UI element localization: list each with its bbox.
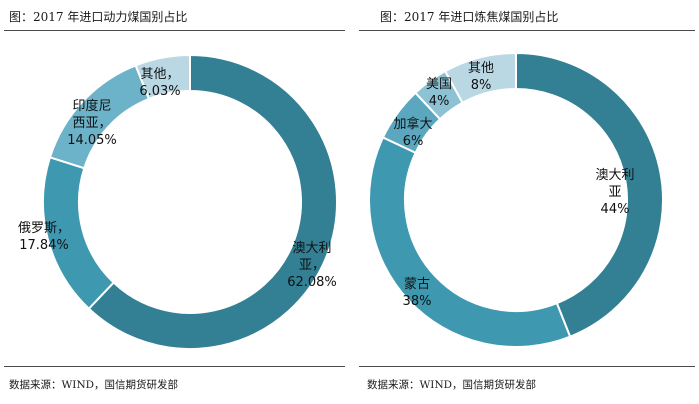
thermal-coal-chart-panel: 图：2017 年进口动力煤国别占比 澳大利亚， 62.08% 俄罗斯， 17.84% 印… (0, 0, 349, 404)
chart-title: 图：2017 年进口炼焦煤国别占比 (380, 10, 559, 24)
slice-label-line: 14.05% (67, 133, 117, 148)
slice-label-line: 美国 (426, 77, 452, 92)
slice-label-line: 6% (403, 134, 424, 149)
slice-label-line: 印度尼 (72, 98, 111, 114)
slice-label-line: 17.84% (19, 238, 69, 253)
slice-label-line: 44% (601, 202, 630, 217)
slice-label-line: 38% (403, 294, 432, 309)
source-divider (359, 366, 695, 367)
slice-label-2: 加拿大 6% (393, 116, 432, 149)
slice-label-2: 印度尼西亚， 14.05% (67, 98, 117, 148)
slice-label-line: 亚 (608, 185, 621, 200)
coking-coal-donut-chart: 澳大利亚 44% 蒙古 38% 加拿大 6% 美国 4% 其他 8% (368, 51, 664, 348)
slice-label-line: 其他 (468, 61, 494, 76)
donut-slice-4 (443, 51, 517, 105)
donut-slice-3 (134, 53, 191, 101)
slice-label-line: 4% (429, 94, 450, 109)
slice-label-line: 澳大利 (292, 240, 331, 256)
slice-label-line: 西亚， (72, 116, 111, 131)
slice-label-3: 美国 4% (426, 77, 452, 109)
donut-slice-0 (87, 53, 338, 350)
coking-coal-chart-panel: 图：2017 年进口炼焦煤国别占比 澳大利亚 44% 蒙古 38% 加拿大 6% 美国 4% 其… (355, 0, 699, 404)
thermal-coal-donut-chart: 澳大利亚， 62.08% 俄罗斯， 17.84% 印度尼西亚， 14.05% 其他， 6.03… (18, 53, 338, 350)
slice-label-line: 62.08% (287, 275, 337, 290)
slice-label-1: 蒙古 38% (403, 277, 432, 309)
slice-label-line: 其他， (140, 67, 179, 82)
slice-label-4: 其他 8% (468, 61, 494, 93)
chart-title: 图：2017 年进口动力煤国别占比 (9, 10, 188, 24)
slice-label-3: 其他， 6.03% (139, 67, 180, 99)
slice-label-0: 澳大利亚， 62.08% (287, 240, 337, 290)
slice-label-line: 蒙古 (404, 277, 430, 292)
slice-label-line: 加拿大 (393, 116, 432, 132)
slice-label-line: 8% (471, 78, 492, 93)
slice-label-line: 俄罗斯， (18, 221, 70, 236)
slice-label-line: 澳大利 (595, 167, 634, 183)
title-divider (359, 30, 695, 31)
source-note: 数据来源：WIND，国信期货研发部 (367, 379, 537, 391)
source-note: 数据来源：WIND，国信期货研发部 (9, 379, 179, 391)
slice-label-line: 6.03% (139, 84, 180, 99)
slice-label-0: 澳大利亚 44% (595, 167, 634, 217)
title-divider (4, 30, 345, 31)
slice-label-line: 亚， (299, 258, 325, 273)
donut-slice-1 (368, 136, 572, 348)
source-divider (4, 366, 345, 367)
donut-slice-0 (515, 51, 664, 338)
slice-label-1: 俄罗斯， 17.84% (18, 221, 70, 253)
